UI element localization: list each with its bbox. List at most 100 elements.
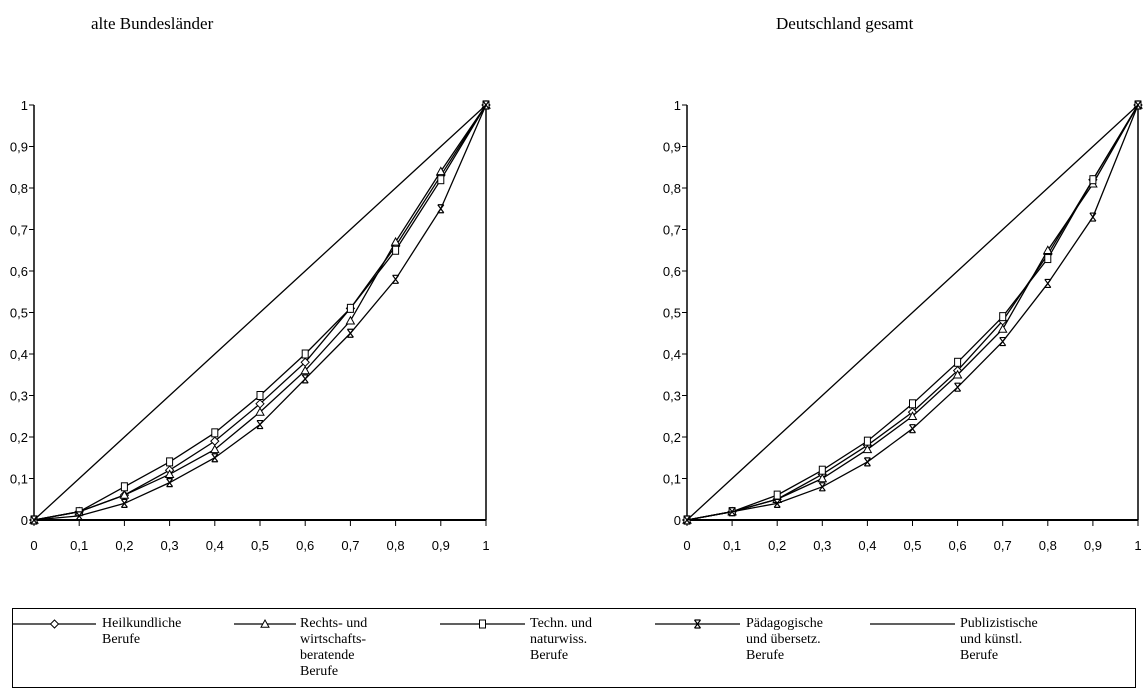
chart-title-left: alte Bundesländer [91,14,214,33]
chart-0-y-tick-label: 0,4 [10,347,28,362]
chart-1-series-3-point [909,424,916,434]
chart-0-series-1-point [345,315,356,325]
chart-0-series-1-point [209,444,220,454]
chart-1-plot: 0 0,1 0,2 0,3 0,4 0,5 0,6 0,7 0,8 0,9 1 0 0,1 0,2 0,3 0… [663,98,1143,553]
chart-0-x-tick-label: 0,6 [296,538,314,553]
legend-box [12,608,1136,688]
chart-0-y-tick-label: 0,7 [10,223,28,238]
chart-1-series-4-line [686,104,1139,521]
chart-1-x-tick-label: 0,9 [1084,538,1102,553]
chart-1-series-1-point [997,324,1008,333]
chart-1-x-tick-label: 1 [1134,538,1141,553]
chart-1-series-3-point [818,482,826,492]
chart-1-series-1-point [1042,245,1053,254]
chart-1-series-3-point [773,498,781,508]
chart-0-series-3-point [437,204,445,214]
chart-1-series-2-point [909,399,916,409]
chart-0-y-tick-label: 0,9 [10,140,28,155]
chart-0-series-1-point [255,407,265,416]
chart-0-x-tick-label: 0,9 [432,538,450,553]
legend-label-publizistische: Publizistische und künstl. Berufe [960,616,1038,663]
chart-0-series-1-point [390,236,401,246]
chart-1-y-tick-label: 1 [674,98,681,113]
chart-0-series-2-point [256,391,264,400]
chart-1-series-1-point [862,444,873,454]
chart-0-x-tick-label: 0,7 [341,538,359,553]
chart-0-series-3-point [256,419,264,430]
chart-1-x-tick-label: 0 [683,538,690,553]
chart-0-series-2-point [166,457,174,467]
chart-0-x-tick-label: 0,4 [206,538,224,553]
chart-1-series-3-point [1089,212,1097,222]
chart-0-y-tick-label: 0,8 [10,181,28,196]
chart-0-series-2-point [120,482,128,492]
chart-0-y-tick-label: 0 [21,513,28,528]
chart-1-series-2-point [818,465,826,475]
chart-1-y-tick-label: 0,8 [663,181,681,196]
chart-1-y-tick-label: 0,3 [663,389,681,404]
chart-0-y-tick-label: 0,6 [10,264,28,279]
chart-1-y-tick-label: 0,5 [663,306,681,321]
chart-1-x-tick-label: 0,5 [903,538,921,553]
chart-0-y-tick-label: 0,3 [10,389,28,404]
chart-1-series-2-point [1044,254,1052,264]
chart-1-y-tick-label: 0,6 [663,264,681,279]
chart-0-series-1-point [119,490,130,499]
chart-0-y-tick-label: 1 [21,98,28,113]
chart-0-x-tick-label: 0,8 [387,538,405,553]
chart-1-x-tick-label: 0,7 [994,538,1012,553]
chart-1-x-tick-label: 0,2 [768,538,786,553]
charts-canvas: 0 0,1 0,2 0,3 0,4 0,5 0,6 0,7 0,8 0,9 1 0 0,1 0,2 0,3 0… [10,98,1143,553]
chart-1-series-2-point [773,490,781,500]
chart-title-right: Deutschland gesamt [776,14,914,33]
chart-1-y-tick-label: 0,4 [663,347,681,362]
chart-0-series-3-point [166,478,174,488]
chart-0-series-3-point [392,274,400,284]
chart-0-series-1-point [300,365,311,375]
chart-0-series-1-point [435,166,446,176]
chart-0-series-4-line [33,104,487,521]
chart-1-series-3-point [728,507,736,517]
chart-1-x-tick-label: 0,1 [723,538,741,553]
legend-label-rechts: Rechts- und wirtschafts- beratende Beruf… [300,616,368,679]
chart-0-x-tick-label: 0 [30,538,37,553]
chart-0-series-3-point [211,453,219,463]
chart-0-series-2-point [211,428,219,438]
chart-1-series-2-point [1089,175,1097,185]
chart-1-series-3-point [954,382,962,392]
chart-1-y-tick-label: 0,2 [663,430,681,445]
chart-0-series-2-point [301,349,309,359]
chart-1-series-1-point [952,369,963,379]
chart-0-x-tick-label: 0,2 [115,538,133,553]
chart-1-series-2-point [954,357,962,367]
chart-1-x-tick-label: 0,4 [858,538,876,553]
chart-1-series-1-point [817,473,828,483]
chart-0-series-2-point [346,303,354,313]
chart-0-series-2-point [392,245,400,255]
chart-0-series-3-point [75,511,83,521]
legend-label-techn: Techn. und naturwiss. Berufe [530,616,593,663]
chart-1-x-tick-label: 0,6 [949,538,967,553]
chart-1-series-1-point [907,411,918,420]
chart-1-x-tick-label: 0,3 [813,538,831,553]
chart-0-y-tick-label: 0,2 [10,430,28,445]
legend-label-heilkundliche: Heilkundliche Berufe [102,616,182,647]
chart-0-x-tick-label: 0,5 [251,538,269,553]
chart-0-x-tick-label: 0,1 [70,538,88,553]
chart-1-series-3-point [1044,278,1052,289]
chart-1-y-tick-label: 0,1 [663,472,681,487]
chart-1-x-tick-label: 0,8 [1039,538,1057,553]
chart-0-y-tick-label: 0,5 [10,306,28,321]
chart-0-y-tick-label: 0,1 [10,472,28,487]
chart-1-y-tick-label: 0 [674,513,681,528]
chart-0-series-3-point [301,374,309,384]
chart-1-series-2-point [863,436,871,446]
chart-0-series-1-point [164,469,175,479]
chart-0-x-tick-label: 1 [482,538,489,553]
chart-1-y-tick-label: 0,9 [663,140,681,155]
chart-0-series-2-point [437,175,445,185]
chart-1-series-2-point [999,312,1007,322]
chart-0-plot: 0 0,1 0,2 0,3 0,4 0,5 0,6 0,7 0,8 0,9 1 0 0,1 0,2 0,3 0… [10,98,491,553]
legend-label-paedagogische: Pädagogische und übersetz. Berufe [746,616,823,663]
chart-0-series-3-point [346,328,354,338]
